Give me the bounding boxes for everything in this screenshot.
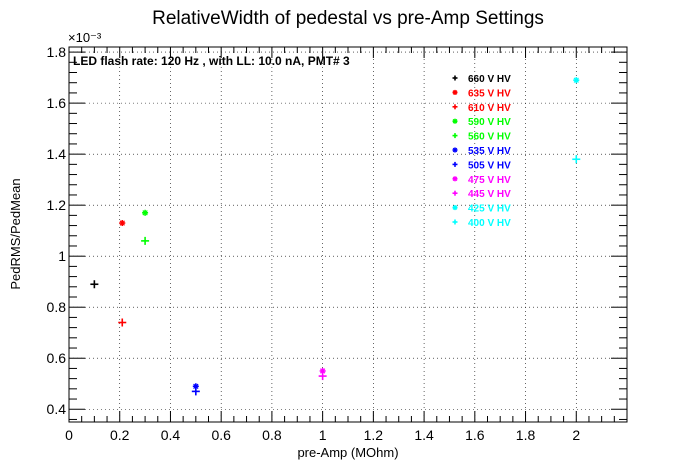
legend-label: 425 V HV: [468, 204, 511, 215]
legend-label: 505 V HV: [468, 160, 511, 171]
legend-label: 610 V HV: [468, 103, 511, 114]
legend: 660 V HV 635 V HV 610 V HV 590 V HV 560 V HV…: [452, 74, 511, 229]
chart-annotation: LED flash rate: 120 Hz , with LL: 10.0 n…: [73, 54, 350, 68]
data-point: [142, 209, 149, 216]
legend-marker: [452, 161, 458, 167]
data-point: [90, 280, 99, 289]
x-tick-label: 1.8: [516, 427, 536, 443]
y-tick-label: 0.8: [47, 299, 67, 315]
legend-marker: [452, 219, 458, 225]
legend-label: 535 V HV: [468, 146, 511, 157]
legend-label: 590 V HV: [468, 117, 511, 128]
legend-marker: [452, 89, 458, 95]
x-tick-label: 0.4: [161, 427, 181, 443]
x-tick-label: 2: [572, 427, 580, 443]
x-tick-label: 1.2: [364, 427, 384, 443]
legend-label: 400 V HV: [468, 218, 511, 229]
grid-lines: [69, 47, 627, 422]
x-tick-label: 1.6: [465, 427, 485, 443]
legend-label: 660 V HV: [468, 74, 511, 85]
legend-marker: [452, 147, 458, 153]
data-point: [572, 155, 581, 164]
legend-label: 560 V HV: [468, 132, 511, 143]
legend-marker: [452, 176, 458, 182]
y-tick-label: 1.4: [47, 146, 67, 162]
data-point: [191, 387, 200, 396]
data-point: [118, 318, 127, 327]
data-points: [90, 77, 581, 396]
legend-marker: [452, 205, 458, 211]
legend-marker: [452, 118, 458, 124]
y-tick-label: 0.4: [47, 401, 67, 417]
axis-ticks: 0 0.2 0.4 0.6 0.8 1 1.2 1.4 1.6 1.8 2 0.4 0.6 0.8 1 1.2…: [47, 44, 628, 443]
y-tick-label: 0.6: [47, 350, 67, 366]
y-tick-label: 1.8: [47, 44, 67, 60]
y-tick-label: 1: [58, 248, 66, 264]
legend-label: 445 V HV: [468, 189, 511, 200]
x-tick-label: 1.4: [414, 427, 434, 443]
y-axis-label: PedRMS/PedMean: [8, 178, 23, 289]
data-point: [119, 220, 126, 227]
data-point: [319, 367, 326, 374]
y-tick-label: 1.6: [47, 95, 67, 111]
x-tick-label: 0.6: [211, 427, 231, 443]
data-point: [318, 372, 327, 381]
plot-frame: [68, 46, 628, 423]
x-tick-label: 1: [319, 427, 327, 443]
x-tick-label: 0.2: [110, 427, 130, 443]
chart-title: RelativeWidth of pedestal vs pre-Amp Set…: [152, 8, 544, 29]
legend-label: 475 V HV: [468, 175, 511, 186]
legend-marker: [452, 104, 458, 110]
legend-marker: [452, 75, 458, 81]
x-tick-label: 0: [65, 427, 73, 443]
legend-marker: [452, 133, 458, 139]
x-axis-label: pre-Amp (MOhm): [297, 445, 398, 460]
data-point: [573, 77, 580, 84]
y-exponent-label: ×10⁻³: [68, 30, 102, 45]
data-point: [141, 236, 150, 245]
y-tick-label: 1.2: [47, 197, 67, 213]
legend-label: 635 V HV: [468, 88, 511, 99]
legend-marker: [452, 190, 458, 196]
x-tick-label: 0.8: [262, 427, 282, 443]
